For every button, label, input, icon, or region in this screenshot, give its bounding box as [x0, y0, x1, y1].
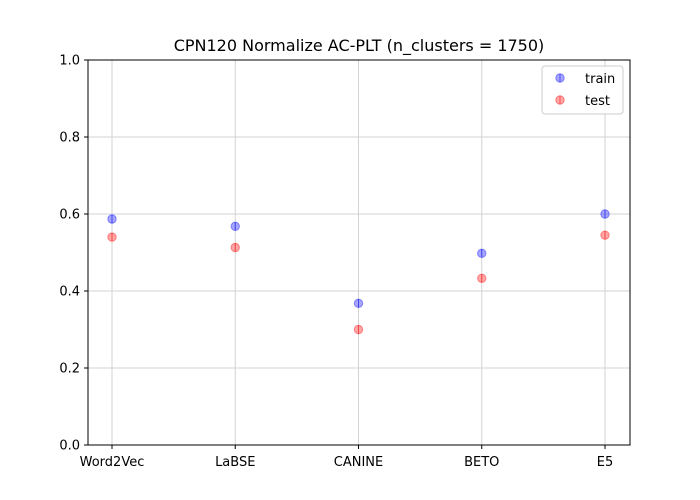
legend-box: [541, 65, 624, 115]
legend-label-train: train: [585, 72, 615, 87]
data-markers: [107, 209, 610, 335]
y-tick-label: 1.0: [59, 54, 80, 69]
y-tick-label: 0.4: [59, 285, 80, 300]
x-axis: Word2Vec LaBSE CANINE BETO E5: [80, 445, 614, 470]
x-tick-label: CANINE: [334, 455, 383, 470]
x-tick-label: Word2Vec: [80, 455, 145, 470]
legend-label-test: test: [585, 94, 610, 109]
x-tick-label: BETO: [464, 455, 499, 470]
y-tick-label: 0.0: [59, 439, 80, 454]
y-tick-label: 0.6: [59, 208, 80, 223]
y-tick-label: 0.8: [59, 131, 80, 146]
legend: train test: [541, 65, 624, 115]
x-tick-label: LaBSE: [215, 455, 255, 470]
grid-lines: [88, 59, 630, 446]
x-tick-label: E5: [597, 455, 614, 470]
chart-title: CPN120 Normalize AC-PLT (n_clusters = 17…: [174, 36, 545, 56]
y-axis: 0.0 0.2 0.4 0.6 0.8 1.0: [59, 54, 88, 454]
y-tick-label: 0.2: [59, 362, 80, 377]
